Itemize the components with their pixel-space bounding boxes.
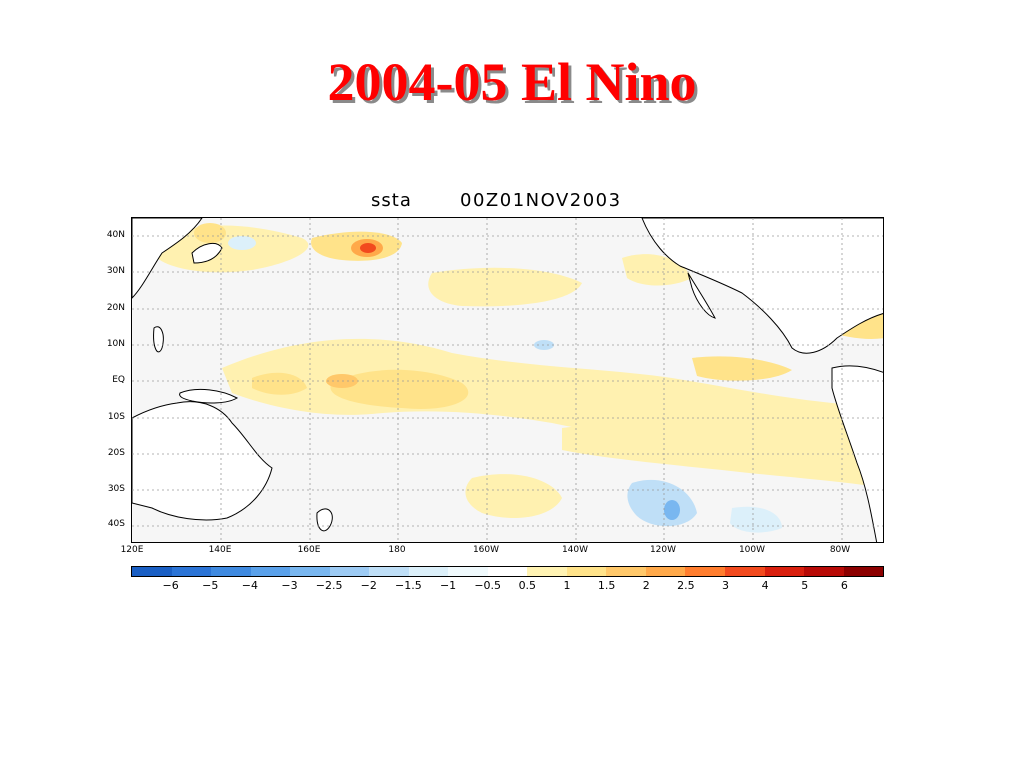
colorbar-swatch xyxy=(250,567,291,576)
valid-time-label: 00Z01NOV2003 xyxy=(460,190,622,211)
map-header: ssta 00Z01NOV2003 xyxy=(0,190,1024,214)
warm-patch-south-central xyxy=(465,474,562,518)
new-zealand-land xyxy=(316,508,333,532)
colorbar-swatch xyxy=(645,567,686,576)
colorbar-tick-label: 0.5 xyxy=(518,579,537,592)
colorbar-swatch xyxy=(369,567,409,576)
cool-patch-south xyxy=(730,506,782,533)
colorbar-tick-label: −5 xyxy=(202,579,219,592)
colorbar-tick-label: −3 xyxy=(281,579,298,592)
map-canvas xyxy=(132,218,883,542)
colorbar-swatch xyxy=(566,567,607,576)
lon-label-160w: 160W xyxy=(472,545,500,555)
lat-label-20n: 20N xyxy=(106,303,125,313)
colorbar-swatch xyxy=(606,567,646,576)
slide-title: 2004-05 El Nino xyxy=(327,52,697,112)
warm-band-south-east xyxy=(562,424,883,488)
colorbar-swatch xyxy=(329,567,370,576)
sst-anomaly-map xyxy=(131,217,884,543)
colorbar-tick-label: 1.5 xyxy=(597,579,616,592)
variable-label: ssta xyxy=(371,190,412,211)
colorbar-swatch xyxy=(724,567,765,576)
colorbar-tick-label: 4 xyxy=(761,579,769,592)
philippines-land xyxy=(153,326,164,353)
colorbar-swatch xyxy=(685,567,725,576)
baja-peninsula-land xyxy=(687,272,716,319)
lat-label-10s: 10S xyxy=(107,412,125,422)
lon-label-100w: 100W xyxy=(738,545,766,555)
warm-patch-east-equatorial xyxy=(692,356,792,381)
colorbar-swatch xyxy=(487,567,528,576)
colorbar-tick-label: −1 xyxy=(439,579,457,592)
colorbar-tick-label: −1.5 xyxy=(395,579,422,592)
colorbar-swatch xyxy=(211,567,251,576)
colorbar-swatch xyxy=(527,567,567,576)
japan-land xyxy=(191,242,223,264)
lat-label-30s: 30S xyxy=(107,484,125,494)
colorbar-tick-label: −2.5 xyxy=(315,579,343,592)
warm-patch-mid-north xyxy=(428,267,582,307)
colorbar-tick-label: 2 xyxy=(642,579,650,592)
warm-patch-indonesia xyxy=(252,372,307,395)
colorbar-swatch xyxy=(843,567,884,576)
graticule xyxy=(132,218,883,542)
lon-label-180: 180 xyxy=(388,545,406,555)
lat-label-40s: 40S xyxy=(107,519,125,529)
colorbar-tick-label: −2 xyxy=(360,579,377,592)
australia-land xyxy=(132,401,273,521)
cool-core-southeast xyxy=(664,500,680,520)
colorbar-swatch xyxy=(764,567,805,576)
colorbar-tick-label: 5 xyxy=(801,579,809,592)
colorbar-swatch xyxy=(804,567,844,576)
lat-label-20s: 20S xyxy=(107,448,125,458)
colorbar-swatch xyxy=(408,567,449,576)
lon-label-120e: 120E xyxy=(120,545,144,555)
warm-core-nw-pacific xyxy=(194,223,226,243)
colorbar-tick-label: −4 xyxy=(241,579,258,592)
colorbar-tick-label: −0.5 xyxy=(474,579,502,592)
colorbar-swatch xyxy=(132,567,172,576)
lat-label-40n: 40N xyxy=(106,230,125,240)
colorbar-tick-label: 1 xyxy=(563,579,571,592)
warm-patch-central xyxy=(330,369,469,409)
north-america-land xyxy=(641,218,883,354)
cool-patch-southeast xyxy=(627,479,697,527)
lon-label-120w: 120W xyxy=(649,545,677,555)
colorbar-swatch xyxy=(290,567,330,576)
lon-label-140w: 140W xyxy=(561,545,589,555)
colorbar-tick-label: −6 xyxy=(162,579,179,592)
warm-hotspot-north xyxy=(360,243,376,253)
lat-label-10n: 10N xyxy=(106,339,125,349)
lat-label-eq: EQ xyxy=(112,375,125,385)
colorbar-swatch xyxy=(448,567,488,576)
asia-land xyxy=(132,218,203,299)
lat-label-30n: 30N xyxy=(106,266,125,276)
warm-band-tropical xyxy=(222,338,883,455)
lon-label-80w: 80W xyxy=(829,545,851,555)
colorbar-tick-label: 2.5 xyxy=(677,579,695,592)
cool-patch-west xyxy=(228,236,256,250)
colorbar-tick-label: 3 xyxy=(721,579,729,592)
lon-label-140e: 140E xyxy=(208,545,232,555)
colorbar xyxy=(131,566,884,577)
colorbar-tick-label: 6 xyxy=(840,579,848,592)
colorbar-swatch xyxy=(171,567,212,576)
lon-label-160e: 160E xyxy=(297,545,321,555)
new-guinea-land xyxy=(179,388,239,404)
